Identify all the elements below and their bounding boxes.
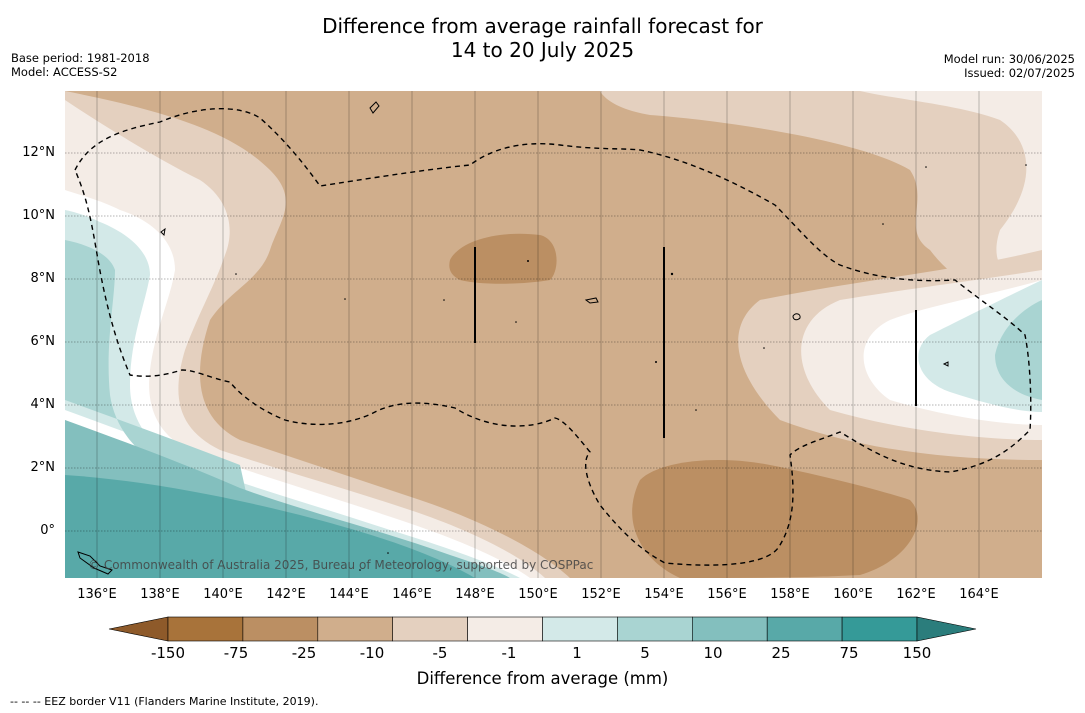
x-tick: 148°E <box>455 587 495 602</box>
model-run: Model run: 30/06/2025 <box>943 52 1075 66</box>
grid-parallels <box>65 152 1042 532</box>
colorbar-title: Difference from average (mm) <box>416 669 669 688</box>
colorbar-label: -1 <box>501 644 517 662</box>
title-line-1: Difference from average rainfall forecas… <box>322 14 763 38</box>
colorbar-label: 25 <box>771 644 791 662</box>
colorbar-label: -150 <box>150 644 186 662</box>
colorbar-bin <box>467 616 543 642</box>
x-tick: 164°E <box>959 587 999 602</box>
colorbar-bin <box>317 616 393 642</box>
contour-wet1-w <box>65 210 520 578</box>
island-outlines <box>77 101 949 575</box>
x-tick: 142°E <box>266 587 306 602</box>
issued-date: Issued: 02/07/2025 <box>964 66 1075 80</box>
x-tick: 150°E <box>518 587 558 602</box>
meta-right: Model run: 30/06/2025 Issued: 02/07/2025 <box>944 52 1075 80</box>
colorbar-bin <box>242 616 319 642</box>
x-tick: 156°E <box>707 587 747 602</box>
colorbar-label: -5 <box>432 644 448 662</box>
x-tick: 144°E <box>329 587 369 602</box>
colorbar-bin <box>841 616 918 642</box>
colorbar-bin <box>167 616 244 642</box>
x-tick: 136°E <box>77 587 117 602</box>
colorbar-bins <box>167 616 918 642</box>
y-tick: 6°N <box>30 334 56 349</box>
colorbar-label: -75 <box>223 644 249 662</box>
colorbar <box>108 616 977 642</box>
y-tick: 2°N <box>30 460 56 475</box>
colorbar-label: 75 <box>839 644 859 662</box>
colorbar-label: 1 <box>572 644 582 662</box>
y-tick: 4°N <box>30 397 56 412</box>
colorbar-label: 150 <box>902 644 932 662</box>
colorbar-bin <box>542 616 618 642</box>
colorbar-label: 5 <box>640 644 650 662</box>
y-tick: 10°N <box>22 208 55 223</box>
base-period: Base period: 1981-2018 <box>11 51 150 65</box>
y-tick: 0° <box>40 523 55 538</box>
colorbar-extend-low <box>108 616 169 642</box>
x-tick: 162°E <box>896 587 936 602</box>
x-tick: 158°E <box>770 587 810 602</box>
model-name: Model: ACCESS-S2 <box>11 65 118 79</box>
contour-wet2-e <box>995 300 1042 400</box>
eez-border <box>74 108 1032 566</box>
y-tick: 8°N <box>30 271 56 286</box>
dry-core-s <box>632 460 918 578</box>
x-tick: 152°E <box>581 587 621 602</box>
colorbar-bin <box>691 616 768 642</box>
rainfall-field <box>65 91 1042 578</box>
meta-left: Base period: 1981-2018 Model: ACCESS-S2 <box>11 51 150 79</box>
colorbar-label: -10 <box>359 644 385 662</box>
colorbar-label: 10 <box>703 644 723 662</box>
colorbar-bin <box>392 616 468 642</box>
x-tick: 138°E <box>140 587 180 602</box>
x-tick: 160°E <box>833 587 873 602</box>
colorbar-extend-high <box>916 616 977 642</box>
x-tick: 146°E <box>392 587 432 602</box>
map-title: Difference from average rainfall forecas… <box>0 14 1085 62</box>
eez-footnote: -- -- -- EEZ border V11 (Flanders Marine… <box>10 695 319 708</box>
vertical-markers <box>474 247 917 438</box>
colorbar-bin <box>617 616 693 642</box>
title-line-2: 14 to 20 July 2025 <box>450 38 635 62</box>
dry-core-n <box>449 233 557 284</box>
contour-wet4-w <box>65 475 475 578</box>
colorbar-label: -25 <box>291 644 317 662</box>
colorbar-bin <box>766 616 843 642</box>
x-tick: 154°E <box>644 587 684 602</box>
island-dots <box>235 164 1027 571</box>
contour-10-ne <box>600 91 1042 300</box>
copyright-note: © Commonwealth of Australia 2025, Bureau… <box>88 558 594 572</box>
x-tick: 140°E <box>203 587 243 602</box>
y-tick: 12°N <box>22 145 55 160</box>
